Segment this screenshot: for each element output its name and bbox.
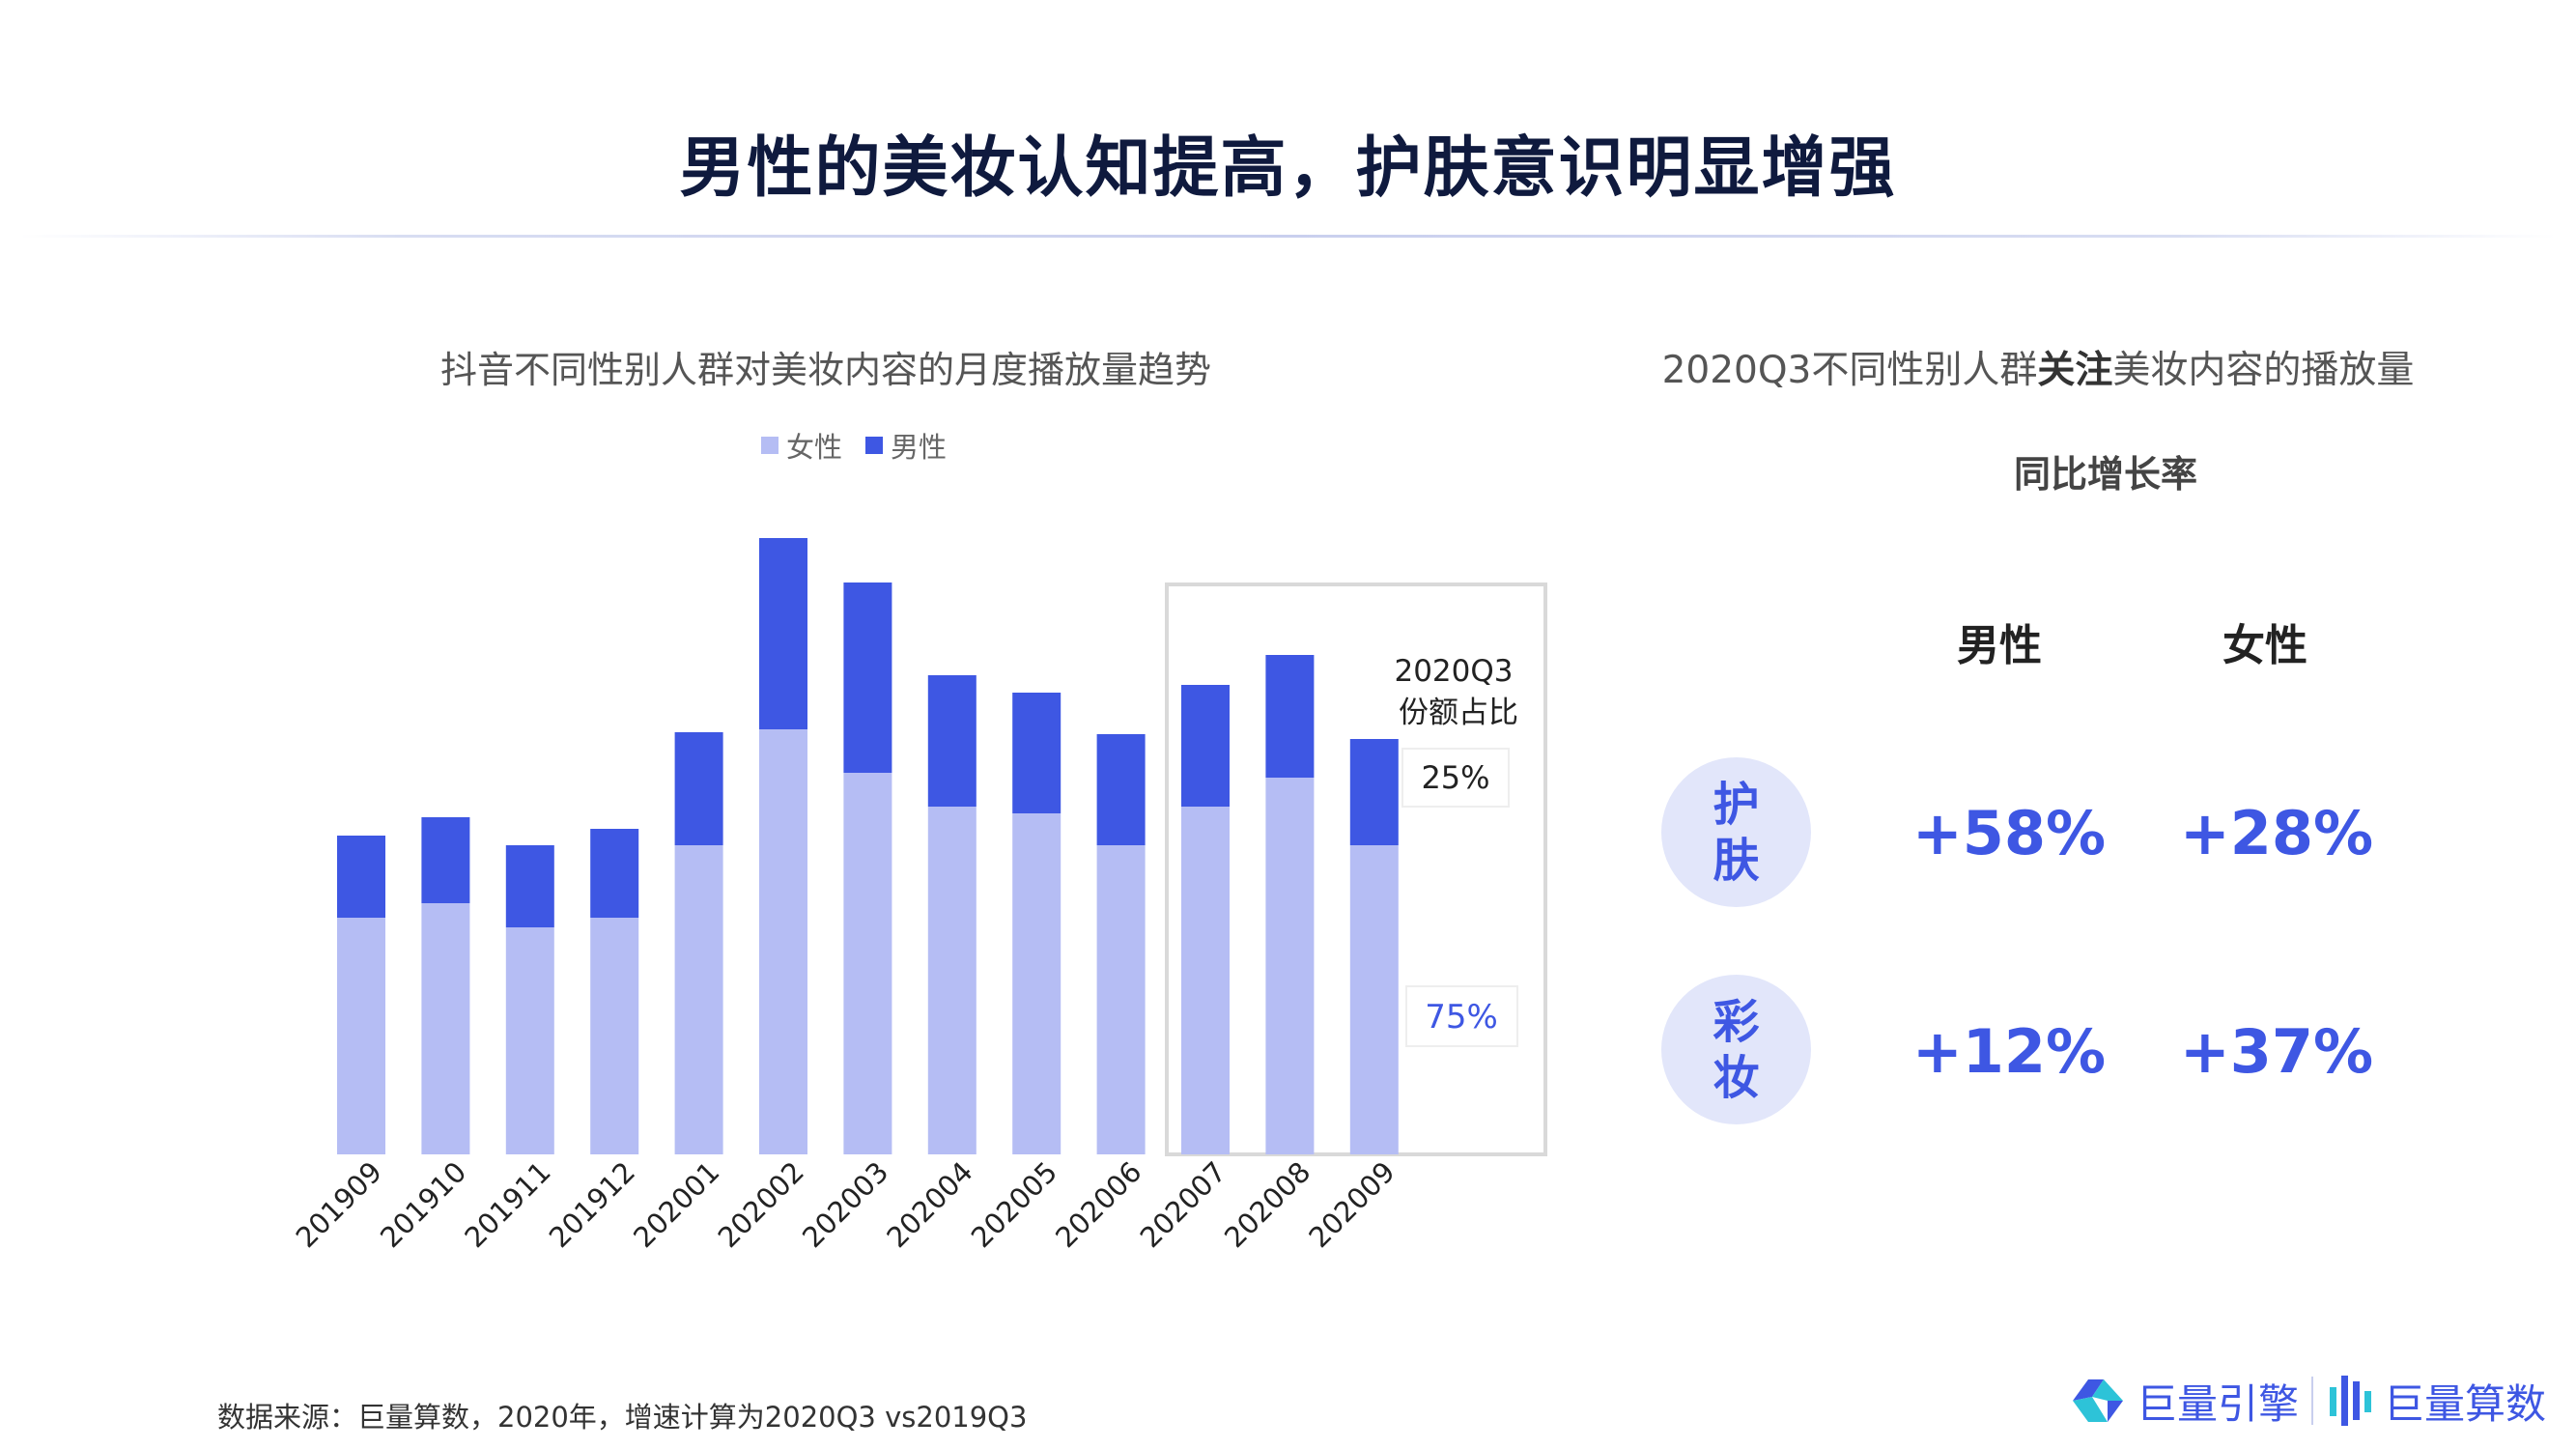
legend-swatch-male [865,437,883,454]
bar-chart: 2019092019102019112019122020012020022020… [290,538,1547,1254]
bar-female-202002 [759,729,807,1154]
makeup-female-growth: +37% [2179,1016,2374,1087]
legend-swatch-female [761,437,778,454]
right-title-suffix: 美妆内容的播放量 [2112,349,2415,392]
bar-female-202005 [1012,813,1062,1154]
female-share-value: 75% [1425,998,1498,1037]
bar-female-201911 [505,927,554,1154]
bar-male-202004 [927,675,977,807]
x-tick-labels: 2019092019102019112019122020012020022020… [290,1155,1401,1254]
chart-title: 抖音不同性别人群对美妆内容的月度播放量趋势 [439,349,1211,391]
bar-male-201910 [421,817,470,903]
category-makeup-char2: 妆 [1713,1050,1760,1105]
logo-suanshu: 巨量算数 [2326,1372,2546,1430]
bar-female-202007 [1181,807,1230,1154]
female-share-box [1405,985,1518,1047]
growth-rate-label: 同比增长率 [2013,453,2197,496]
x-tick-201912: 201912 [543,1155,641,1254]
column-header-male: 男性 [1957,621,2042,670]
x-tick-201910: 201910 [374,1155,472,1254]
bar-female-202008 [1265,778,1315,1154]
logo-suanshu-text: 巨量算数 [2384,1379,2547,1428]
logo-engine-text: 巨量引擎 [2137,1379,2300,1428]
x-tick-202001: 202001 [627,1155,725,1254]
bar-male-202008 [1265,655,1315,778]
x-tick-202006: 202006 [1049,1155,1147,1254]
x-tick-201909: 201909 [290,1155,388,1254]
x-tick-202008: 202008 [1218,1155,1316,1254]
category-skincare-char2: 肤 [1713,833,1760,888]
legend-item-male: 男性 [865,425,947,466]
suanshu-logo-icon [2330,1376,2371,1426]
x-tick-202004: 202004 [880,1155,978,1254]
bar-female-201909 [337,918,385,1154]
title-divider [19,235,2557,238]
page-title: 男性的美妆认知提高，护肤意识明显增强 [679,130,1897,207]
x-tick-202005: 202005 [965,1155,1063,1254]
right-title-bold: 关注 [2037,349,2113,392]
bar-female-202006 [1096,845,1146,1154]
bar-female-202004 [927,807,977,1154]
bar-male-202002 [759,538,807,729]
skincare-female-growth: +28% [2179,798,2374,868]
bar-female-202003 [843,773,892,1154]
data-source-note: 数据来源：巨量算数，2020年，增速计算为2020Q3 vs2019Q3 [217,1401,1028,1434]
male-share-box [1401,748,1510,808]
bar-female-201912 [590,918,639,1154]
category-skincare-char1: 护 [1713,777,1760,832]
highlight-label-line1: 2020Q3 [1394,654,1513,689]
bar-male-202001 [674,732,723,845]
makeup-male-growth: +12% [1911,1016,2107,1087]
bar-female-202009 [1349,845,1399,1154]
category-makeup-char1: 彩 [1713,994,1760,1049]
chart-legend: 女性 男性 [0,425,2576,464]
x-tick-202002: 202002 [712,1155,810,1254]
highlight-label-line2: 份额占比 [1399,696,1518,730]
bar-male-202005 [1012,693,1062,813]
logo-engine: 巨量引擎 [2067,1372,2299,1430]
bar-male-202007 [1181,685,1230,807]
bar-male-201912 [590,829,639,918]
bars-group [337,538,1399,1154]
legend-item-female: 女性 [761,425,842,466]
category-circle-skincare: 护 肤 [1661,757,1811,907]
logo-separator [2311,1377,2313,1425]
x-tick-201911: 201911 [458,1155,556,1254]
x-tick-202003: 202003 [796,1155,894,1254]
skincare-male-growth: +58% [1911,798,2107,868]
bar-female-201910 [421,903,470,1154]
right-panel-title: 2020Q3不同性别人群关注美妆内容的播放量 [1623,340,2453,394]
x-tick-202007: 202007 [1134,1155,1232,1254]
category-circle-makeup: 彩 妆 [1661,975,1811,1124]
legend-label-male: 男性 [891,431,948,464]
engine-logo-icon [2073,1379,2123,1422]
bar-female-202001 [674,845,723,1154]
x-tick-202009: 202009 [1302,1155,1401,1254]
bar-male-201909 [337,836,385,918]
column-header-female: 女性 [2222,621,2307,670]
bar-male-201911 [505,845,554,927]
legend-label-female: 女性 [786,431,843,464]
bar-male-202006 [1096,734,1146,845]
male-share-value: 25% [1421,759,1489,796]
bar-male-202009 [1349,739,1399,845]
right-title-prefix: 2020Q3不同性别人群 [1661,349,2038,392]
bar-male-202003 [843,582,892,773]
